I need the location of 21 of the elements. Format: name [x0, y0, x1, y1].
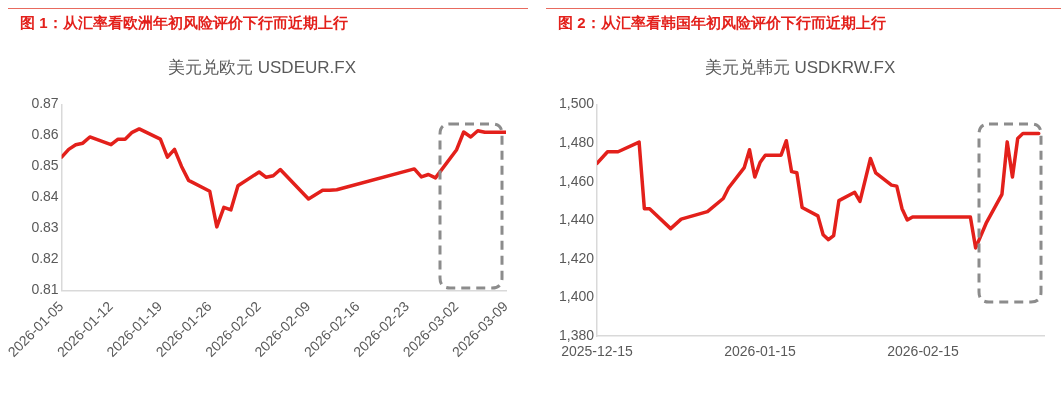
y-tick-label: 0.81 [31, 281, 59, 298]
x-tick-label: 2025-12-15 [561, 343, 634, 360]
chart-subtitle: 美元兑韩元 USDKRW.FX [704, 57, 896, 77]
chart-subtitle: 美元兑欧元 USDEUR.FX [168, 57, 356, 77]
chart-title: 图 2：从汇率看韩国年初风险评价下行而近期上行 [546, 8, 1061, 38]
y-tick-label: 0.84 [31, 188, 59, 205]
y-tick-label: 0.82 [31, 250, 59, 267]
y-tick-label: 1,480 [558, 133, 595, 150]
y-tick-label: 0.83 [31, 219, 59, 236]
chart-title: 图 1：从汇率看欧洲年初风险评价下行而近期上行 [8, 8, 528, 38]
y-tick-label: 1,440 [558, 211, 595, 228]
y-tick-label: 1,460 [558, 172, 595, 189]
x-tick-label: 2026-02-15 [887, 343, 960, 360]
x-tick-label: 2026-01-15 [724, 343, 797, 360]
y-tick-label: 0.85 [31, 157, 59, 174]
y-tick-label: 1,400 [558, 288, 595, 305]
y-tick-label: 0.86 [31, 126, 59, 143]
y-tick-label: 1,420 [558, 249, 595, 266]
y-tick-label: 1,500 [558, 95, 595, 112]
y-tick-label: 1,380 [558, 327, 595, 344]
y-tick-label: 0.87 [31, 95, 59, 112]
